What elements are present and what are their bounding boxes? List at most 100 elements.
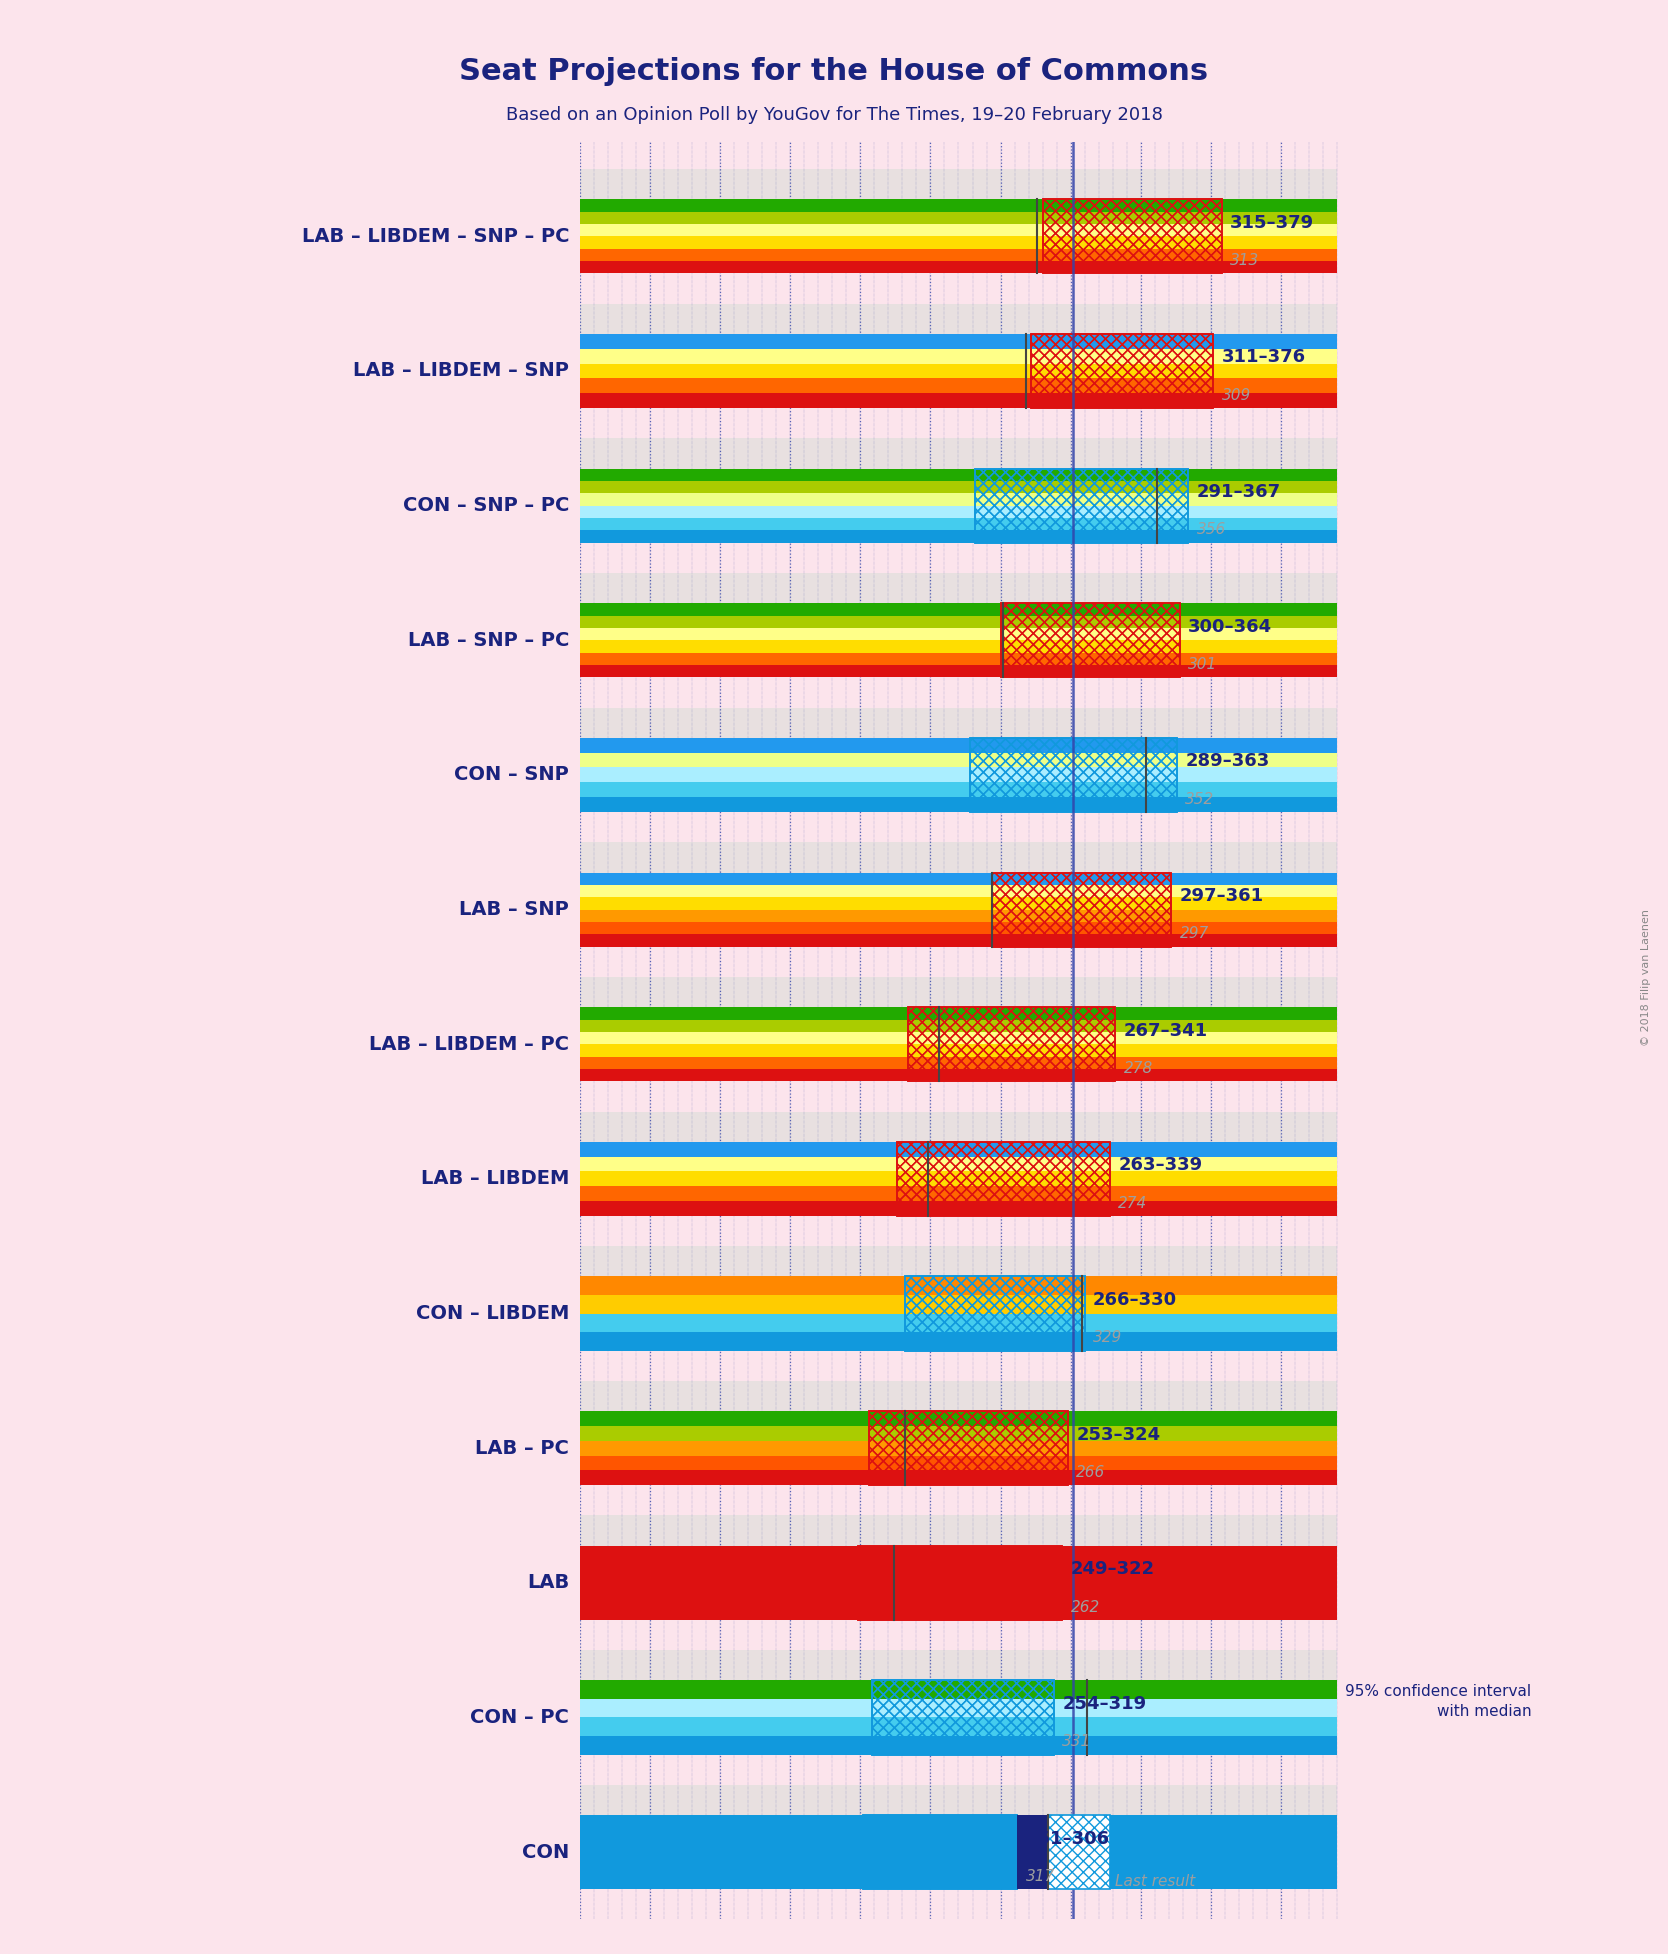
Bar	[857, 1546, 1063, 1620]
Bar	[897, 1172, 1109, 1186]
Bar	[969, 739, 1178, 813]
Bar	[580, 1680, 1336, 1698]
Text: Last result: Last result	[1116, 1874, 1196, 1890]
Bar	[907, 1006, 1116, 1081]
Bar	[897, 1141, 1109, 1157]
Bar	[580, 1649, 1336, 1712]
Bar	[580, 897, 1336, 909]
Bar	[872, 1735, 1054, 1755]
Bar	[1031, 334, 1214, 408]
Bar	[580, 248, 1336, 262]
Bar	[580, 303, 1336, 363]
Text: 300–364: 300–364	[1188, 617, 1273, 635]
Bar	[897, 1186, 1109, 1202]
Bar	[869, 1411, 1068, 1485]
Text: 331: 331	[1063, 1735, 1091, 1749]
Text: 301: 301	[1188, 657, 1218, 672]
Bar	[580, 379, 1336, 393]
Bar	[580, 1718, 1336, 1735]
Bar	[872, 1680, 1054, 1755]
Bar	[580, 438, 1336, 498]
Bar	[580, 199, 1336, 211]
Bar	[1042, 262, 1223, 274]
Bar	[872, 1718, 1054, 1735]
Bar	[907, 1032, 1116, 1043]
Text: 313: 313	[1231, 252, 1259, 268]
Text: 95% confidence interval
with median: 95% confidence interval with median	[1344, 1684, 1531, 1720]
Bar	[580, 653, 1336, 664]
Bar	[1042, 225, 1223, 236]
Bar	[580, 1043, 1336, 1057]
Bar	[580, 1815, 1336, 1890]
Text: 278: 278	[1124, 1061, 1153, 1077]
Bar	[976, 469, 1188, 543]
Bar	[906, 1313, 1084, 1333]
Bar	[1042, 248, 1223, 262]
Bar	[864, 1815, 1017, 1890]
Bar	[580, 211, 1336, 225]
Text: CON: CON	[522, 1843, 569, 1862]
Bar	[580, 1172, 1336, 1186]
Text: 352: 352	[1186, 791, 1214, 807]
Bar	[897, 1141, 1109, 1215]
Bar	[1001, 616, 1179, 627]
Text: CON – SNP: CON – SNP	[454, 766, 569, 784]
Bar	[580, 262, 1336, 274]
Bar	[864, 1815, 1017, 1890]
Bar	[869, 1411, 1068, 1485]
Bar	[580, 1032, 1336, 1043]
Bar	[1031, 334, 1214, 348]
Text: 274: 274	[1118, 1196, 1148, 1211]
Bar	[580, 616, 1336, 627]
Bar	[906, 1296, 1084, 1313]
Text: 289–363: 289–363	[1186, 752, 1269, 770]
Text: 291–367: 291–367	[1196, 483, 1281, 500]
Bar	[580, 1784, 1336, 1845]
Text: 297–361: 297–361	[1179, 887, 1264, 905]
Bar	[1042, 236, 1223, 248]
Bar	[580, 1247, 1336, 1307]
Bar	[580, 236, 1336, 248]
Bar	[580, 873, 1336, 885]
Bar	[580, 768, 1336, 782]
Bar	[869, 1440, 1068, 1456]
Bar	[580, 1186, 1336, 1202]
Text: © 2018 Filip van Laenen: © 2018 Filip van Laenen	[1641, 909, 1651, 1045]
Bar	[580, 739, 1336, 752]
Bar	[580, 909, 1336, 922]
Bar	[992, 873, 1171, 946]
Bar	[869, 1456, 1068, 1469]
Bar	[580, 641, 1336, 653]
Bar	[1001, 664, 1179, 678]
Bar	[1031, 334, 1214, 408]
Bar	[897, 1157, 1109, 1172]
Bar	[969, 768, 1178, 782]
Bar	[906, 1276, 1084, 1350]
Bar	[580, 1141, 1336, 1157]
Bar	[580, 604, 1336, 616]
Text: 297: 297	[1179, 926, 1209, 942]
Text: Based on an Opinion Poll by YouGov for The Times, 19–20 February 2018: Based on an Opinion Poll by YouGov for T…	[505, 106, 1163, 123]
Bar	[580, 348, 1336, 363]
Bar	[976, 469, 1188, 543]
Bar	[580, 334, 1336, 348]
Bar	[864, 1815, 1017, 1890]
Bar	[580, 1020, 1336, 1032]
Bar	[1031, 363, 1214, 379]
Bar	[897, 1141, 1109, 1215]
Bar	[580, 934, 1336, 946]
Bar	[580, 1313, 1336, 1333]
Bar	[580, 752, 1336, 768]
Text: CON – LIBDEM: CON – LIBDEM	[415, 1303, 569, 1323]
Text: 267–341: 267–341	[1124, 1022, 1208, 1040]
Bar	[1042, 199, 1223, 274]
Bar	[857, 1546, 1063, 1620]
Bar	[1031, 379, 1214, 393]
Bar	[907, 1006, 1116, 1020]
Bar	[1042, 199, 1223, 274]
Bar	[976, 481, 1188, 492]
Text: 315–379: 315–379	[1231, 213, 1314, 233]
Bar	[580, 977, 1336, 1038]
Bar	[580, 1440, 1336, 1456]
Text: LAB – LIBDEM – PC: LAB – LIBDEM – PC	[369, 1036, 569, 1053]
